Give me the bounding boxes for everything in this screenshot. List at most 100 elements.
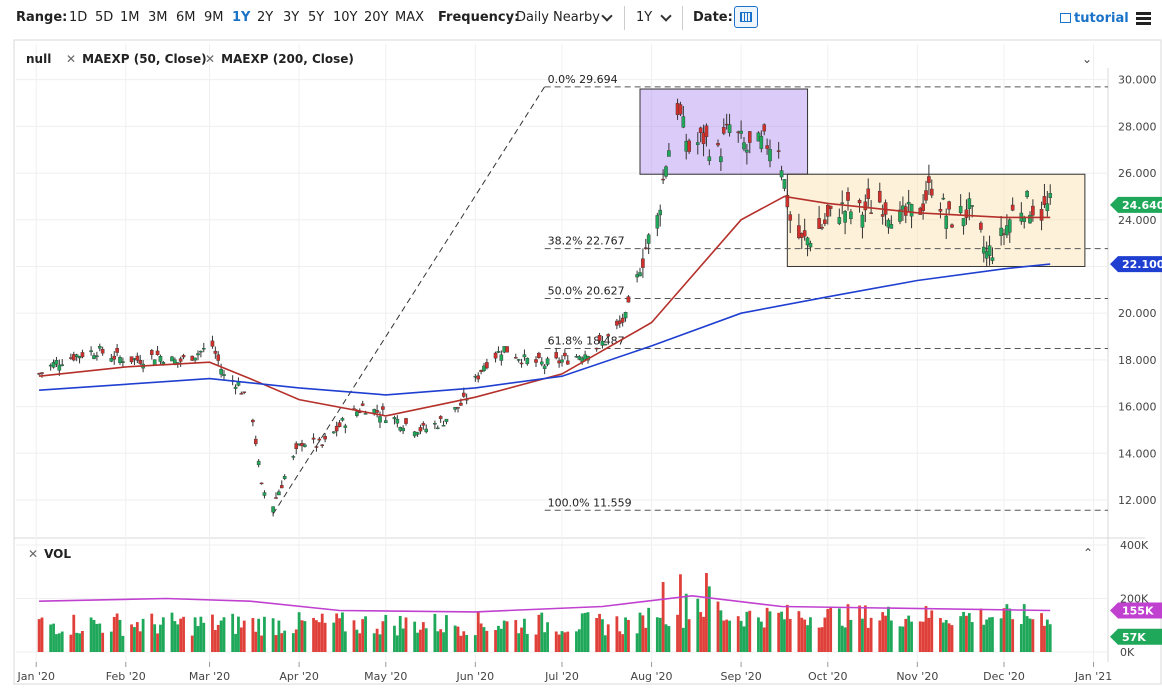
legend-ma50[interactable]: ✕ MAEXP (50, Close) <box>66 52 207 66</box>
range-3m[interactable]: 3M <box>148 10 168 25</box>
volume-legend[interactable]: ✕ VOL <box>28 547 71 561</box>
range-3y[interactable]: 3Y <box>283 10 300 25</box>
legend-symbol: null <box>26 52 52 66</box>
candle-body <box>664 166 668 177</box>
volume-bar <box>395 635 399 652</box>
candle-body <box>918 207 923 215</box>
calendar-icon[interactable] <box>734 6 758 28</box>
volume-bar <box>173 621 177 652</box>
volume-bar <box>40 617 44 652</box>
volume-bar <box>332 622 336 652</box>
volume-bar <box>583 612 587 652</box>
chevron-down-icon[interactable]: ⌄ <box>1082 52 1093 66</box>
tutorial-label: tutorial <box>1074 11 1129 26</box>
candle-body <box>1010 204 1015 211</box>
y-tick-label: 14.000 <box>1118 447 1157 460</box>
volume-ma-badge: 155K <box>1122 605 1154 618</box>
candle-body <box>542 365 547 369</box>
candle-body <box>534 359 538 363</box>
range-label: Range: <box>16 10 68 25</box>
candle-body <box>95 355 99 358</box>
volume-bar <box>736 616 740 652</box>
volume-bar <box>947 623 951 652</box>
volume-bar <box>635 633 639 652</box>
volume-bar <box>514 620 518 652</box>
candle-body <box>317 438 322 441</box>
candle-body <box>889 224 894 229</box>
range-2y[interactable]: 2Y <box>257 10 274 25</box>
volume-bar <box>889 620 893 652</box>
range-10y[interactable]: 10Y <box>333 10 358 25</box>
volume-bar <box>962 611 965 652</box>
frequency-select[interactable]: Daily Nearby <box>516 10 601 25</box>
volume-bar <box>81 631 84 652</box>
candle-body <box>334 425 339 432</box>
candle-body <box>623 312 628 319</box>
candle-body <box>797 225 801 239</box>
range-1d[interactable]: 1D <box>69 10 88 25</box>
volume-bar <box>439 629 443 652</box>
candle-body <box>979 222 983 230</box>
volume-bar <box>291 633 295 652</box>
candle-body <box>727 124 732 134</box>
candle-body <box>1022 217 1027 222</box>
fib-level-label: 50.0% 20.627 <box>548 285 625 298</box>
volume-bar <box>560 631 564 652</box>
volume-bar <box>742 626 746 652</box>
volume-bar <box>918 621 922 652</box>
candle-body <box>274 497 278 499</box>
range-20y[interactable]: 20Y <box>364 10 389 25</box>
candle-body <box>1045 203 1050 211</box>
range-1m[interactable]: 1M <box>120 10 140 25</box>
volume-bar <box>820 627 824 652</box>
volume-bar <box>138 631 142 652</box>
volume-bar <box>887 606 890 652</box>
volume-bar <box>739 620 743 652</box>
range-max[interactable]: MAX <box>395 10 425 25</box>
chevron-up-icon[interactable]: ⌃ <box>1083 546 1094 560</box>
volume-ma-line <box>39 594 1051 613</box>
x-tick-label: Oct '20 <box>808 670 848 683</box>
volume-bar <box>580 613 584 652</box>
candle-body <box>37 373 41 375</box>
close-icon[interactable]: ✕ <box>28 547 39 561</box>
candle-body <box>54 360 59 365</box>
hamburger-menu-icon[interactable] <box>1136 12 1151 25</box>
x-tick-label: May '20 <box>364 670 407 683</box>
candle-body <box>563 352 567 357</box>
volume-bar <box>863 605 867 652</box>
range-9m[interactable]: 9M <box>204 10 224 25</box>
volume-bar <box>176 624 180 652</box>
volume-bar <box>182 616 185 652</box>
candle-body <box>435 427 440 430</box>
range-6m[interactable]: 6M <box>176 10 196 25</box>
ma200-line <box>39 263 1051 396</box>
candle-body <box>964 209 969 218</box>
x-tick-label: Dec '20 <box>983 670 1025 683</box>
volume-bar <box>179 618 183 652</box>
volume-bar <box>95 623 99 652</box>
volume-bar <box>901 626 905 652</box>
candle-body <box>869 212 873 214</box>
candle-body <box>707 156 712 161</box>
close-icon[interactable]: ✕ <box>205 52 216 66</box>
period-select[interactable]: 1Y <box>636 10 653 25</box>
close-icon[interactable]: ✕ <box>66 52 77 66</box>
candle-body <box>320 444 325 447</box>
candle-body <box>57 364 62 371</box>
range-5y[interactable]: 5Y <box>308 10 325 25</box>
range-1y[interactable]: 1Y <box>232 10 251 25</box>
volume-bar <box>1011 619 1015 652</box>
fib-level-label: 100.0% 11.559 <box>548 496 632 509</box>
legend-ma200[interactable]: ✕ MAEXP (200, Close) <box>205 52 354 66</box>
tutorial-link[interactable]: tutorial <box>1060 11 1129 26</box>
volume-bar <box>153 624 157 652</box>
volume-bar <box>433 613 437 652</box>
candle-body <box>424 428 429 433</box>
candle-body <box>476 375 481 380</box>
volume-bar <box>323 622 327 652</box>
volume-bar <box>681 627 685 652</box>
range-5d[interactable]: 5D <box>95 10 114 25</box>
volume-bar <box>1040 613 1043 652</box>
